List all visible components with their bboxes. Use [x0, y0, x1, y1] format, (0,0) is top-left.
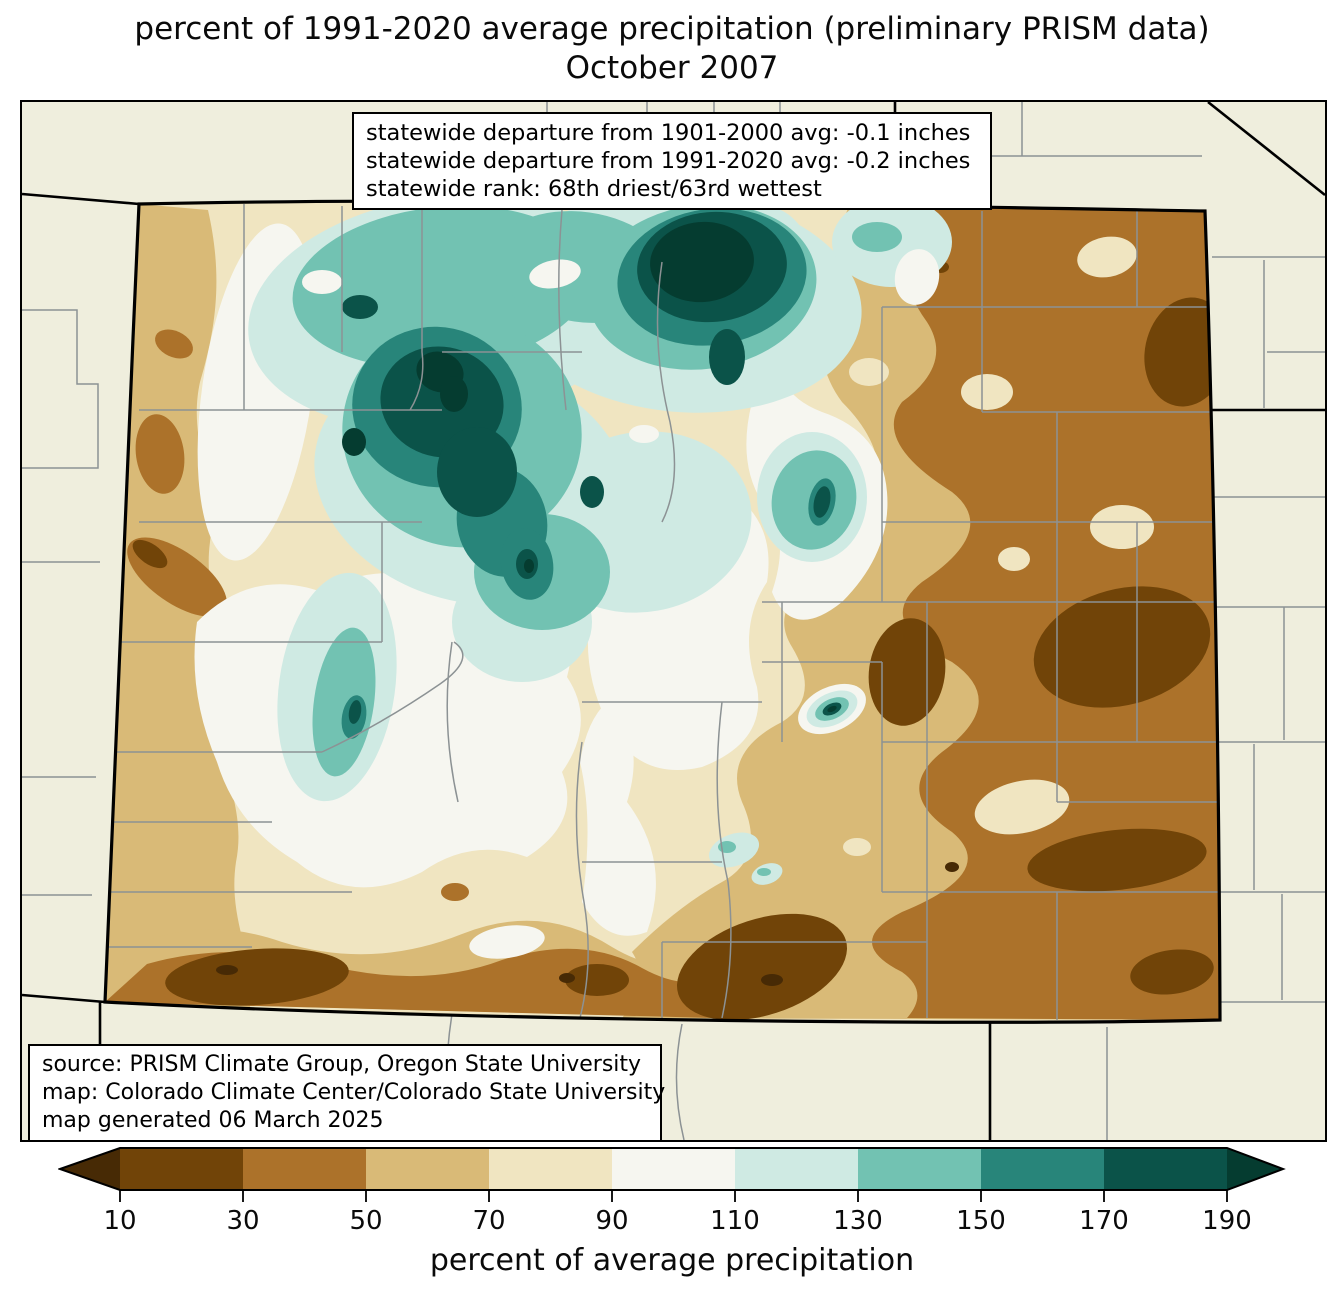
- colorbar-tick-label: 150: [956, 1206, 1006, 1236]
- colorbar-segment-170-190: [1104, 1148, 1227, 1190]
- stats-box: statewide departure from 1901-2000 avg: …: [352, 112, 992, 210]
- colorbar-segment-150-170: [981, 1148, 1104, 1190]
- colorbar-tick-label: 90: [595, 1206, 628, 1236]
- band-under-10-flecks: [216, 862, 959, 986]
- source-line-source: source: PRISM Climate Group, Oregon Stat…: [42, 1052, 642, 1077]
- stats-line-departure-1991: statewide departure from 1991-2020 avg: …: [366, 148, 971, 174]
- stats-line-rank: statewide rank: 68th driest/63rd wettest: [366, 176, 822, 202]
- colorbar-segment-90-110: [612, 1148, 735, 1190]
- source-line-generated: map generated 06 March 2025: [42, 1108, 384, 1133]
- title-line-2: October 2007: [565, 50, 779, 86]
- colorbar-segment-10-30: [120, 1148, 243, 1190]
- colorbar-segment-30-50: [243, 1148, 366, 1190]
- colorbar-tick-label: 190: [1202, 1206, 1252, 1236]
- colorbar-tick-label: 30: [226, 1206, 259, 1236]
- figure-title: percent of 1991-2020 average precipitati…: [0, 10, 1344, 88]
- colorbar-tick-label: 130: [833, 1206, 883, 1236]
- colorbar-extend-right: [1227, 1148, 1283, 1190]
- colorbar-tick-label: 170: [1079, 1206, 1129, 1236]
- colorbar-segment-110-130: [735, 1148, 858, 1190]
- colorbar-tick-label: 10: [103, 1206, 136, 1236]
- colorado-county-lines: [105, 204, 1218, 1020]
- white-holes-in-wet-region: [302, 249, 940, 443]
- colorbar-extend-left: [60, 1148, 120, 1190]
- stats-line-departure-1901: statewide departure from 1901-2000 avg: …: [366, 120, 971, 146]
- colorbar-tick-label: 50: [349, 1206, 382, 1236]
- band-over-190-darkest-cores: [342, 221, 837, 713]
- source-box: source: PRISM Climate Group, Oregon Stat…: [28, 1044, 666, 1142]
- colorbar: 10 30 50 70 90 110 130 150 170 190: [58, 1147, 1286, 1236]
- source-line-map: map: Colorado Climate Center/Colorado St…: [42, 1080, 666, 1105]
- colorbar-segment-130-150: [858, 1148, 981, 1190]
- title-line-1: percent of 1991-2020 average precipitati…: [134, 11, 1210, 47]
- colorado-precipitation-map: [22, 102, 1325, 1140]
- colorbar-segment-50-70: [366, 1148, 489, 1190]
- band-10-30-darkbrown-cores: [132, 225, 1220, 1021]
- colorbar-axis-label: percent of average precipitation: [429, 1243, 915, 1278]
- precipitation-fill-layer: [105, 201, 1220, 1023]
- cream-holes-in-dry-region: [843, 236, 1154, 856]
- colorbar-segment-70-90: [489, 1148, 612, 1190]
- colorbar-tick-label: 70: [472, 1206, 505, 1236]
- colorbar-tick-label: 110: [710, 1206, 760, 1236]
- map-plot-area: [20, 100, 1327, 1142]
